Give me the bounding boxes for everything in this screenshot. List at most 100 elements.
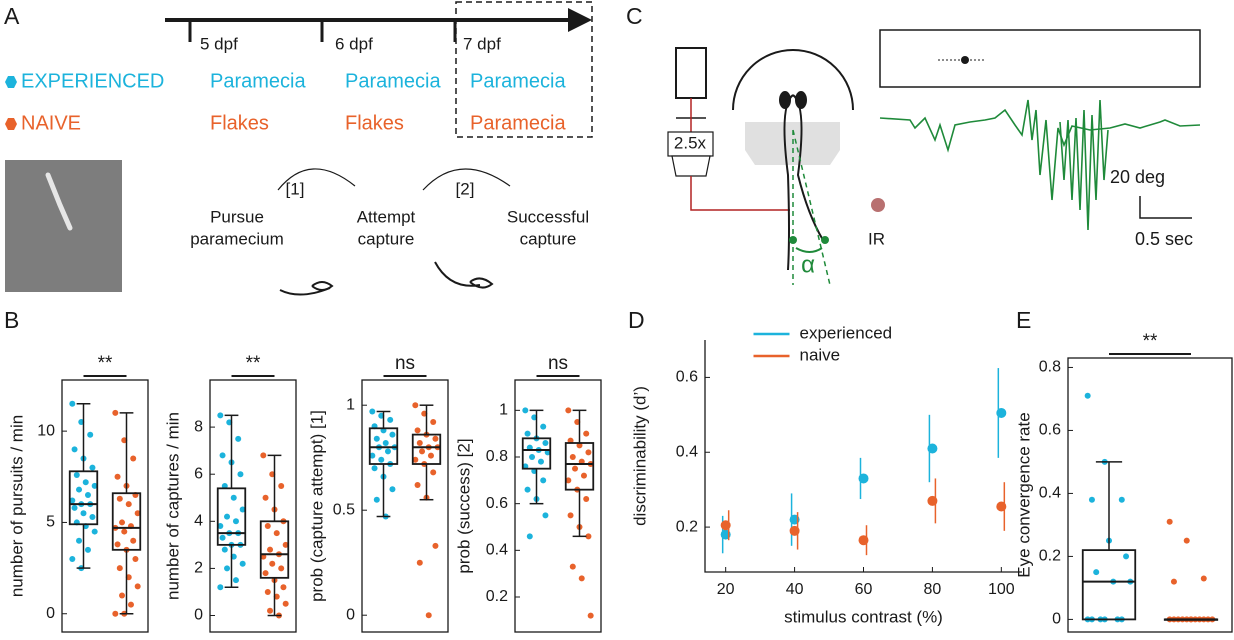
y-tick-label: 0 [46, 605, 55, 622]
data-point [524, 486, 531, 493]
data-point [412, 456, 419, 463]
significance-label: ns [395, 353, 415, 374]
box [411, 433, 442, 465]
data-point [217, 584, 224, 591]
stage-label: Successful [507, 207, 589, 226]
data-point [430, 469, 437, 476]
y-tick-label: 5 [46, 514, 55, 531]
y-tick-label: 0.4 [676, 443, 698, 460]
transition-label: [1] [286, 179, 305, 198]
data-point [373, 435, 380, 442]
objective-label: 2.5x [674, 133, 707, 152]
data-point [1088, 496, 1095, 503]
camera [675, 47, 707, 99]
fish [783, 94, 824, 271]
data-point [278, 565, 285, 572]
box [216, 487, 247, 546]
data-point [76, 537, 83, 544]
legend-label: naive [800, 345, 841, 364]
box [68, 470, 99, 526]
data-point [540, 477, 547, 484]
ir-led [871, 198, 885, 212]
data-point [996, 407, 1007, 418]
data-point [540, 423, 547, 430]
data-point [412, 402, 419, 409]
diet-label: Flakes [345, 112, 404, 134]
day-label: 5 dpf [200, 34, 238, 53]
data-point [282, 600, 289, 607]
data-point [526, 533, 533, 540]
data-point [262, 494, 269, 501]
data-point [232, 577, 239, 584]
box [521, 437, 552, 470]
y-tick-label: 0.2 [1039, 548, 1061, 565]
data-point [119, 592, 126, 599]
group-label: EXPERIENCED [21, 70, 164, 92]
panel-label: E [1016, 307, 1031, 333]
diet-label: Paramecia [470, 70, 566, 92]
data-point [432, 435, 439, 442]
data-point [267, 607, 274, 614]
y-axis-label: number of captures / min [163, 412, 182, 600]
data-point [239, 506, 246, 513]
data-point [134, 583, 141, 590]
data-point [430, 419, 437, 425]
y-tick-label: 0 [194, 607, 203, 624]
scale-bar [1139, 196, 1192, 219]
data-point [927, 443, 938, 454]
data-point [134, 510, 141, 517]
data-point [116, 495, 123, 502]
box [259, 520, 290, 579]
plot-frame [61, 379, 149, 633]
data-point [267, 546, 274, 553]
data-point [224, 565, 231, 572]
data-point [69, 555, 76, 562]
angle-point [821, 236, 829, 244]
day-label: 7 dpf [463, 34, 501, 53]
data-point [583, 496, 590, 502]
data-point [217, 523, 224, 530]
data-point [567, 512, 574, 519]
data-point [542, 440, 549, 446]
data-point [384, 448, 391, 455]
data-point [132, 555, 139, 562]
data-point [382, 440, 389, 446]
y-tick-label: 0.2 [486, 588, 508, 605]
box [564, 442, 595, 491]
angle-arc [795, 247, 823, 253]
y-tick-label: 1 [499, 402, 508, 419]
data-point [130, 455, 137, 462]
box [368, 427, 399, 465]
data-point [1084, 392, 1091, 399]
y-tick-label: 0.5 [333, 501, 355, 518]
data-point [387, 416, 394, 423]
scale-y-label: 20 deg [1110, 167, 1165, 187]
data-point [278, 482, 285, 489]
larva-icon [434, 261, 494, 289]
plot-frame [514, 379, 602, 633]
data-point [1166, 518, 1173, 525]
data-point [217, 412, 224, 419]
data-point [1200, 575, 1207, 582]
x-tick-label: 60 [855, 581, 873, 598]
data-point [235, 435, 242, 442]
data-point [537, 458, 544, 465]
data-point [416, 440, 423, 446]
timeline-arrow [568, 8, 592, 32]
data-point [1093, 569, 1100, 576]
eye-trace [1059, 99, 1109, 231]
stage-label: capture [358, 229, 415, 248]
legend-label: experienced [800, 323, 893, 342]
stage-label: capture [520, 229, 577, 248]
data-point [1170, 578, 1177, 585]
y-tick-label: 1 [346, 396, 355, 413]
data-point [112, 409, 119, 416]
data-point [127, 601, 134, 608]
data-point [789, 525, 800, 536]
transition-label: [2] [456, 179, 475, 198]
data-point [585, 449, 592, 456]
y-tick-label: 0.6 [486, 495, 508, 512]
data-point [121, 528, 128, 535]
diet-label: Paramecia [470, 112, 566, 134]
data-point [84, 492, 91, 499]
